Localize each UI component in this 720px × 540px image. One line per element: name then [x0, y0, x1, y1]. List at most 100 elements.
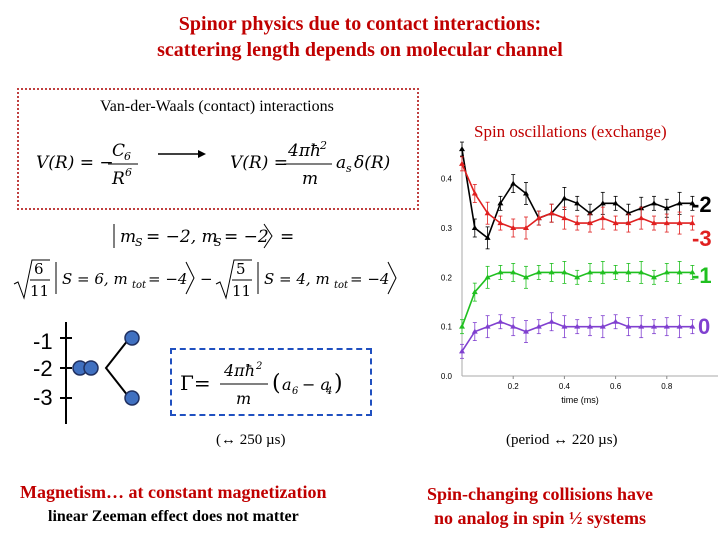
spin-levels-diagram — [60, 322, 140, 424]
data-point — [459, 160, 465, 166]
data-point — [599, 323, 606, 329]
data-point — [574, 200, 581, 206]
svg-text:S: S — [214, 236, 222, 249]
data-point — [459, 323, 465, 329]
svg-text:V(R) =: V(R) = — [230, 153, 288, 173]
data-point — [625, 269, 632, 275]
data-point — [459, 348, 465, 354]
svg-text:s: s — [346, 162, 352, 175]
data-point — [587, 220, 593, 226]
expansion-equation: 6 11 S = 6, m tot = −4 − 5 11 S = 4, m tot… — [13, 259, 397, 300]
data-point — [651, 274, 657, 280]
data-point — [638, 215, 645, 221]
data-point — [663, 220, 670, 226]
svg-text:4πħ: 4πħ — [223, 361, 255, 380]
data-point — [561, 323, 568, 329]
data-point — [663, 323, 670, 329]
data-point — [523, 328, 529, 334]
y-tick-label: 0.0 — [441, 372, 453, 381]
atom-icon — [124, 390, 140, 406]
data-point — [612, 220, 619, 226]
svg-text:(: ( — [272, 371, 281, 396]
svg-text:C: C — [112, 141, 125, 161]
svg-text:m: m — [302, 169, 318, 189]
svg-text:4πħ: 4πħ — [287, 141, 321, 161]
svg-text:4: 4 — [325, 386, 332, 397]
data-point — [561, 195, 568, 201]
level-label-minus-2: -2 — [33, 356, 53, 381]
data-point — [625, 220, 632, 226]
data-point — [523, 225, 529, 230]
data-point — [510, 323, 517, 329]
data-point — [510, 269, 517, 275]
svg-text:R: R — [111, 169, 125, 189]
series--1 — [459, 261, 696, 335]
chart-title: Spin oscillations (exchange) — [474, 122, 667, 141]
data-point — [612, 318, 619, 324]
svg-text:= −4: = −4 — [350, 270, 389, 288]
series-label-0: 0 — [698, 314, 711, 339]
svg-text:tot: tot — [132, 280, 147, 291]
svg-text:=: = — [280, 227, 294, 247]
svg-text:tot: tot — [334, 280, 349, 291]
svg-text:a: a — [336, 153, 346, 173]
y-tick-label: 0.4 — [441, 175, 453, 184]
data-point — [497, 200, 504, 206]
data-point — [689, 269, 696, 275]
data-point — [497, 269, 504, 275]
svg-text:2: 2 — [319, 139, 327, 152]
svg-text:11: 11 — [232, 282, 251, 300]
data-point — [676, 269, 683, 275]
svg-text:a: a — [282, 375, 292, 394]
series-label-minus-2: -2 — [692, 192, 712, 217]
atom-icon — [83, 360, 99, 376]
data-point — [523, 190, 529, 196]
data-point — [471, 225, 478, 230]
data-point — [638, 269, 645, 275]
data-point — [625, 323, 632, 329]
series--3 — [459, 156, 696, 240]
svg-text:5: 5 — [236, 260, 246, 278]
data-point — [510, 225, 517, 230]
data-point — [689, 200, 696, 206]
data-point — [459, 146, 465, 152]
svg-text:m: m — [120, 227, 136, 247]
data-point — [484, 210, 491, 216]
svg-text:6: 6 — [125, 166, 132, 179]
data-point — [535, 269, 542, 275]
magnetism-subtitle: linear Zeeman effect does not matter — [48, 508, 299, 525]
data-point — [484, 323, 491, 329]
series-0 — [459, 312, 696, 359]
data-point — [663, 269, 670, 275]
svg-text:6: 6 — [34, 260, 44, 278]
data-point — [471, 190, 478, 196]
svg-text:2: 2 — [255, 361, 262, 372]
x-tick-label: 0.6 — [610, 382, 622, 391]
x-tick-label: 0.2 — [508, 382, 520, 391]
data-point — [497, 318, 504, 324]
data-point — [548, 318, 555, 324]
data-point — [599, 269, 606, 275]
svg-text:6: 6 — [292, 386, 299, 397]
data-point — [535, 215, 542, 221]
data-point — [599, 200, 606, 206]
svg-text:δ(R): δ(R) — [354, 153, 390, 173]
timing-right: (period ↔ 220 µs) — [506, 432, 618, 448]
vdw-box — [17, 88, 419, 210]
svg-text:V(R) = −: V(R) = − — [36, 153, 114, 173]
data-point — [612, 200, 619, 206]
data-point — [612, 269, 619, 275]
data-point — [663, 205, 670, 211]
data-point — [484, 234, 491, 240]
data-point — [548, 210, 555, 216]
data-point — [599, 215, 606, 221]
y-tick-label: 0.2 — [441, 273, 453, 282]
data-point — [510, 180, 517, 186]
data-point — [676, 220, 683, 226]
data-point — [535, 323, 542, 329]
x-axis-label: time (ms) — [561, 395, 599, 405]
data-point — [676, 323, 683, 329]
svg-text:S = 4, m: S = 4, m — [264, 270, 330, 288]
